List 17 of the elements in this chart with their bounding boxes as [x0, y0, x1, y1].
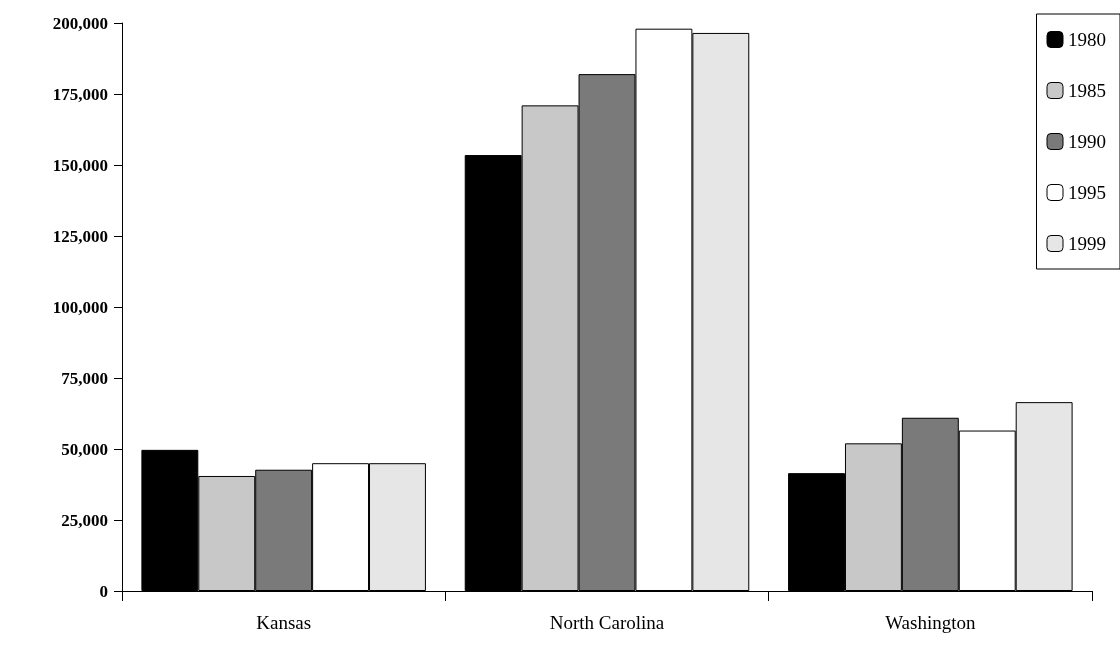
y-tick-label: 150,000 [52, 155, 108, 175]
x-tick-label: Washington [885, 612, 976, 633]
x-tick-label: North Carolina [549, 612, 665, 633]
y-tick-label: 100,000 [52, 297, 108, 317]
legend-label: 1999 [1068, 233, 1106, 254]
y-tick-label: 200,000 [52, 13, 108, 33]
y-tick-label: 0 [99, 581, 108, 601]
y-tick-label: 125,000 [52, 226, 108, 246]
y-tick-label: 175,000 [52, 84, 108, 104]
y-tick-label: 50,000 [61, 439, 108, 459]
legend-label: 1980 [1068, 29, 1106, 50]
legend-label: 1990 [1068, 131, 1106, 152]
legend-label: 1995 [1068, 182, 1106, 203]
x-tick-label: Kansas [256, 612, 312, 633]
y-tick-label: 75,000 [61, 368, 108, 388]
legend-label: 1985 [1068, 80, 1106, 101]
y-tick-label: 25,000 [61, 510, 108, 530]
